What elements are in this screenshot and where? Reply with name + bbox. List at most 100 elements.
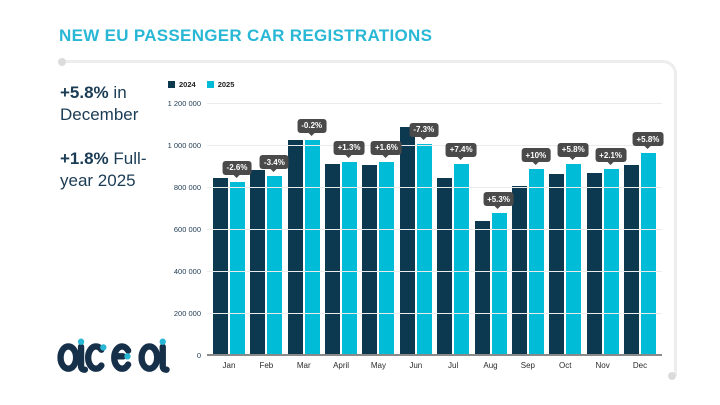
logo-a2-stem	[159, 343, 170, 373]
pct-change-label-jun: -7.3%	[409, 122, 439, 140]
bar-2025-dec[interactable]	[640, 153, 656, 356]
month-group-jan: -2.6% Jan	[213, 104, 252, 370]
bar-2025-sep[interactable]	[528, 169, 544, 356]
gridline	[207, 103, 662, 104]
x-tick-label-jun: Jun	[409, 361, 423, 370]
pct-change-label-nov: +2.1%	[595, 148, 627, 166]
y-tick-label: 200 000	[173, 309, 201, 318]
pct-change-label-mar: -0.2%	[297, 118, 327, 136]
gridline	[207, 145, 662, 146]
pct-change-label-sep: +10%	[521, 148, 551, 166]
month-group-nov: +2.1% Nov	[586, 104, 627, 370]
bar-2025-mar[interactable]	[304, 139, 320, 356]
month-group-dec: +5.8% Dec	[623, 104, 664, 370]
y-axis: 0 200 000 400 000 600 000 800 000 1 000 000 1 …	[150, 99, 201, 360]
pct-change-label-feb: -3.4%	[259, 155, 289, 173]
gridline	[207, 187, 662, 188]
x-axis-line	[207, 354, 662, 356]
logo-dot-c	[100, 344, 107, 351]
bar-2024-dec[interactable]	[623, 164, 639, 356]
x-tick-label-jul: Jul	[448, 361, 459, 370]
gridline	[207, 271, 662, 272]
month-group-feb: -3.4% Feb	[250, 104, 289, 370]
bar-2024-jan[interactable]	[213, 177, 228, 356]
bar-2025-jan[interactable]	[230, 181, 245, 356]
bars-container: -2.6% Jan -3.4% Feb -0.2% Mar +1.3% April +1.6% M…	[207, 104, 664, 370]
x-tick-label-mar: Mar	[296, 361, 311, 370]
pct-change-label-dec: +5.8%	[632, 132, 664, 150]
x-tick-label-aug: Aug	[483, 361, 498, 370]
bar-2025-oct[interactable]	[566, 163, 582, 356]
bar-2024-jul[interactable]	[437, 177, 453, 356]
legend-label-2025: 2025	[217, 80, 235, 89]
logo-a1-stem	[77, 343, 89, 373]
stat-fullyear-pct: +1.8%	[60, 149, 109, 168]
logo-a1-bowl	[57, 343, 80, 372]
y-tick-label: 0	[196, 351, 201, 360]
logo-a2-bowl	[138, 343, 161, 372]
x-tick-label-sep: Sep	[520, 361, 535, 370]
bar-2025-april[interactable]	[342, 161, 358, 356]
acea-logo	[57, 338, 170, 373]
outline-end-dot	[668, 372, 676, 380]
outline-start-dot	[58, 58, 66, 66]
month-group-sep: +10% Sep	[511, 104, 551, 370]
month-group-april: +1.3% April	[325, 104, 365, 370]
bar-2025-jun[interactable]	[416, 143, 432, 356]
gridline	[207, 313, 662, 314]
bar-2024-nov[interactable]	[586, 173, 602, 356]
pct-change-label-oct: +5.8%	[557, 142, 589, 160]
headline-stats: +5.8% in December +1.8% Full-year 2025	[60, 82, 160, 214]
bar-2024-jun[interactable]	[399, 127, 415, 356]
pct-change-label-may: +1.6%	[370, 140, 402, 158]
logo-dot-a1	[77, 338, 85, 345]
month-group-may: +1.6% May	[362, 104, 402, 370]
plot: -2.6% Jan -3.4% Feb -0.2% Mar +1.3% April +1.6% M…	[207, 103, 664, 370]
x-tick-label-oct: Oct	[559, 361, 572, 370]
legend-item-2025: 2025	[206, 80, 235, 89]
month-group-jun: -7.3% Jun	[399, 104, 439, 370]
x-tick-label-may: May	[370, 361, 386, 370]
stat-december: +5.8% in December	[60, 82, 160, 126]
x-tick-label-nov: Nov	[595, 361, 610, 370]
legend-item-2024: 2024	[168, 80, 196, 89]
pct-change-label-aug: +5.3%	[483, 192, 514, 210]
bar-2024-april[interactable]	[325, 163, 341, 356]
bar-2025-aug[interactable]	[491, 213, 507, 356]
bar-2024-may[interactable]	[362, 164, 378, 356]
pct-change-label-april: +1.3%	[333, 140, 365, 158]
x-tick-label-dec: Dec	[632, 361, 648, 370]
bar-2025-nov[interactable]	[603, 169, 619, 356]
chart-legend: 2024 2025	[168, 80, 234, 89]
stat-december-pct: +5.8%	[60, 83, 109, 102]
legend-swatch-2024	[168, 81, 175, 88]
legend-label-2024: 2024	[179, 80, 196, 89]
y-tick-label: 400 000	[173, 267, 201, 276]
bar-2024-oct[interactable]	[549, 174, 565, 356]
y-tick-label: 1 200 000	[167, 99, 201, 108]
bar-2024-mar[interactable]	[287, 139, 303, 356]
page-title: NEW EU PASSENGER CAR REGISTRATIONS	[59, 26, 433, 45]
logo-dot-a2	[159, 338, 166, 345]
stat-december-text: in December	[60, 83, 139, 124]
stat-fullyear-text: Full-year 2025	[60, 149, 147, 190]
bar-2024-feb[interactable]	[250, 170, 266, 356]
bar-2024-aug[interactable]	[474, 220, 490, 356]
x-tick-label-april: April	[333, 361, 350, 370]
logo-dot-e	[124, 353, 131, 360]
bar-2025-feb[interactable]	[267, 176, 283, 356]
bar-2025-jul[interactable]	[454, 163, 470, 356]
pct-change-label-jul: +7.4%	[445, 142, 477, 160]
bar-2025-may[interactable]	[379, 161, 395, 356]
stat-fullyear: +1.8% Full-year 2025	[60, 148, 160, 192]
month-group-jul: +7.4% Jul	[437, 104, 477, 370]
x-tick-label-feb: Feb	[259, 361, 274, 370]
legend-swatch-2025	[206, 81, 214, 88]
month-group-aug: +5.3% Aug	[474, 104, 514, 370]
y-tick-label: 800 000	[173, 183, 201, 192]
y-tick-label: 1 000 000	[167, 141, 201, 150]
pct-change-label-jan: -2.6%	[222, 160, 252, 178]
month-group-oct: +5.8% Oct	[549, 104, 589, 370]
x-tick-label-jan: Jan	[222, 361, 236, 370]
